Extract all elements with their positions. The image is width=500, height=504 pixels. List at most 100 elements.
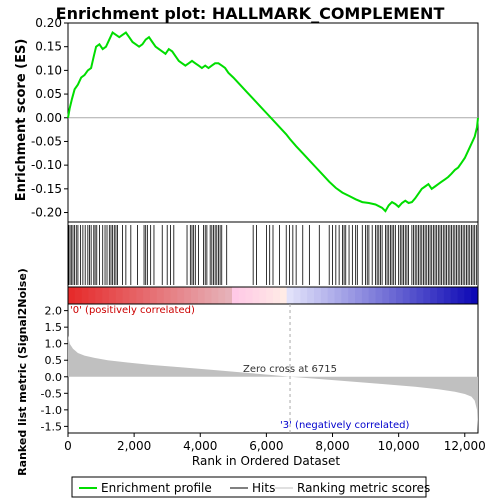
positive-correlation-label: '0' (positively correlated) — [70, 305, 195, 316]
rank-bar-segment — [102, 287, 110, 304]
rank-bar-segment — [409, 287, 417, 304]
es-y-tick-label: -0.15 — [31, 182, 62, 196]
rank-bar-segment — [156, 287, 165, 304]
es-y-tick-label: 0.20 — [35, 16, 62, 30]
rank-bar-segment — [437, 287, 445, 304]
rank-bar-segment — [204, 287, 212, 304]
x-tick-label: 6,000 — [249, 439, 283, 453]
negative-correlation-label: '3' (negatively correlated) — [280, 420, 409, 431]
rank-bar-segment — [129, 287, 137, 304]
es-y-tick-label: -0.10 — [31, 158, 62, 172]
rank-bar-segment — [382, 287, 390, 304]
rank-bar-segment — [443, 287, 452, 304]
rank-bar-segment — [122, 287, 130, 304]
metric-y-axis: -1.5 -1.0 -0.5 0.0 0.5 1.0 1.5 2.0 — [41, 305, 68, 433]
rank-bar-segment — [430, 287, 438, 304]
rank-bar-segment — [307, 287, 315, 304]
metric-y-tick-label: 2.0 — [45, 305, 63, 318]
rank-bar-segment — [368, 287, 376, 304]
rank-bar-segment — [320, 287, 329, 304]
x-tick-label: 2,000 — [117, 439, 151, 453]
enrichment-profile-line — [67, 30, 479, 213]
rank-bar-segment — [341, 287, 349, 304]
rank-bar-segment — [225, 287, 233, 304]
rank-bar-segment — [218, 287, 226, 304]
rank-bar-segment — [471, 287, 479, 304]
rank-bar-segment — [266, 287, 274, 304]
rank-bar-segment — [314, 287, 322, 304]
rank-bar-segment — [450, 287, 458, 304]
rank-bar-segment — [184, 287, 192, 304]
es-y-tick-label: -0.20 — [31, 206, 62, 220]
rank-bar-segment — [464, 287, 472, 304]
metric-axis-label: Ranked list metric (Signal2Noise) — [16, 268, 29, 476]
x-axis-label: Rank in Ordered Dataset — [192, 454, 340, 468]
metric-y-tick-label: 0.5 — [45, 354, 63, 367]
rank-bar-segment — [197, 287, 206, 304]
rank-bar-segment — [245, 287, 253, 304]
rank-bar-segment — [81, 287, 89, 304]
rank-bar-segment — [211, 287, 219, 304]
rank-bar-segment — [293, 287, 301, 304]
es-y-axis: -0.20 -0.15 -0.10 -0.05 0.00 0.05 0.10 0.15 0.20 — [31, 16, 68, 220]
rank-bar-segment — [232, 287, 240, 304]
rank-bar-segment — [252, 287, 260, 304]
rank-bar-segment — [150, 287, 158, 304]
rank-bar-segment — [416, 287, 424, 304]
rank-bar-segment — [177, 287, 185, 304]
x-tick-label: 0 — [64, 439, 72, 453]
rank-bar-segment — [279, 287, 288, 304]
rank-bar-segment — [348, 287, 356, 304]
es-y-tick-label: 0.15 — [35, 40, 62, 54]
rank-bar-segment — [273, 287, 281, 304]
rank-bar-segment — [423, 287, 431, 304]
es-axis-label: Enrichment score (ES) — [14, 39, 29, 202]
rank-bar-segment — [74, 287, 83, 304]
rank-bar-segment — [375, 287, 383, 304]
rank-bar-segment — [109, 287, 117, 304]
rank-bar-segment — [300, 287, 308, 304]
x-tick-label: 4,000 — [183, 439, 217, 453]
rank-bar-segment — [163, 287, 171, 304]
rank-bar-segment — [238, 287, 247, 304]
ranking-metric-area — [68, 335, 478, 430]
rank-bar-segment — [88, 287, 96, 304]
x-axis: 0 2,000 4,000 6,000 8,000 10,000 12,000 — [64, 433, 486, 453]
rank-bar-segment — [136, 287, 144, 304]
rank-bar-segment — [286, 287, 294, 304]
metric-y-tick-label: -0.5 — [41, 387, 62, 400]
rank-bar-segment — [396, 287, 404, 304]
es-y-tick-label: -0.05 — [31, 134, 62, 148]
rank-bar-segment — [389, 287, 397, 304]
metric-y-tick-label: -1.5 — [41, 420, 62, 433]
zero-cross-label: Zero cross at 6715 — [243, 364, 337, 375]
es-y-tick-label: 0.05 — [35, 87, 62, 101]
x-tick-label: 8,000 — [315, 439, 349, 453]
es-y-tick-label: 0.00 — [35, 111, 62, 125]
legend-metric-label: Ranking metric scores — [297, 481, 430, 495]
rank-bar-segment — [361, 287, 370, 304]
x-tick-label: 12,000 — [444, 439, 486, 453]
rank-bar-segment — [327, 287, 335, 304]
hits-group — [68, 225, 477, 285]
es-y-tick-label: 0.10 — [35, 63, 62, 77]
metric-y-tick-label: 0.0 — [45, 371, 63, 384]
legend-hits-label: Hits — [252, 481, 275, 495]
legend-enrichment-label: Enrichment profile — [101, 481, 212, 495]
metric-y-tick-label: 1.0 — [45, 338, 63, 351]
rank-bar-segment — [259, 287, 267, 304]
rank-bar-segment — [191, 287, 199, 304]
legend-box — [71, 476, 427, 498]
rank-bar-segment — [68, 287, 76, 304]
rank-bar-segment — [334, 287, 342, 304]
metric-y-tick-label: -1.0 — [41, 404, 62, 417]
rank-bar-segment — [355, 287, 363, 304]
metric-y-tick-label: 1.5 — [45, 321, 63, 334]
rank-bar-segment — [143, 287, 151, 304]
rank-bar-segment — [402, 287, 411, 304]
chart-title: Enrichment plot: HALLMARK_COMPLEMENT — [56, 4, 445, 23]
x-tick-label: 10,000 — [378, 439, 420, 453]
rank-bar-segment — [457, 287, 465, 304]
